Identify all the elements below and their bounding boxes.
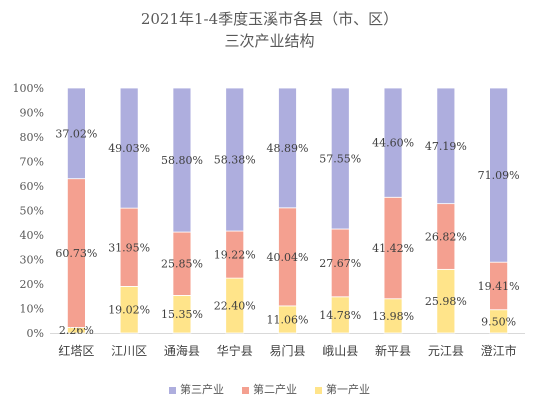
data-label: 19.02% — [108, 304, 150, 317]
data-label: 37.02% — [55, 127, 97, 140]
data-label: 48.89% — [267, 142, 309, 155]
bar-segment-3 — [436, 87, 456, 205]
y-tick-label: 50% — [20, 205, 44, 218]
y-tick-label: 60% — [20, 180, 44, 193]
legend-label: 第一产业 — [326, 383, 370, 396]
x-tick-label: 华宁县 — [217, 343, 253, 358]
data-label: 9.50% — [481, 315, 516, 328]
data-label: 40.04% — [267, 251, 309, 264]
data-label: 19.41% — [478, 280, 520, 293]
data-label: 22.40% — [214, 300, 256, 313]
data-label: 44.60% — [372, 137, 414, 150]
legend-item: 第三产业 — [169, 381, 224, 397]
data-label: 41.42% — [372, 242, 414, 255]
y-tick-label: 30% — [20, 254, 44, 267]
data-label: 58.80% — [161, 154, 203, 167]
data-label: 71.09% — [478, 169, 520, 182]
bar-segment-3 — [383, 87, 403, 198]
y-tick-label: 10% — [20, 303, 44, 316]
y-tick-label: 20% — [20, 278, 44, 291]
bar-segment-3 — [225, 87, 245, 232]
bar-segment-3 — [489, 87, 509, 263]
y-tick-label: 0% — [27, 327, 44, 340]
y-tick-label: 80% — [20, 131, 44, 144]
data-label: 25.98% — [425, 295, 467, 308]
x-tick-label: 红塔区 — [58, 343, 94, 358]
legend-item: 第一产业 — [315, 381, 370, 397]
legend-label: 第三产业 — [180, 383, 224, 396]
bar-segment-3 — [278, 87, 297, 209]
y-tick-label: 40% — [20, 229, 44, 242]
y-tick-label: 90% — [20, 107, 44, 120]
data-label: 60.73% — [55, 247, 97, 260]
data-label: 49.03% — [108, 142, 150, 155]
legend-swatch — [169, 386, 176, 394]
data-label: 13.98% — [372, 310, 414, 323]
x-tick-label: 元江县 — [428, 344, 464, 358]
data-label: 57.55% — [319, 152, 361, 165]
data-label: 25.85% — [161, 258, 203, 271]
chart-legend: 第三产业 第二产业 第一产业 — [0, 381, 539, 397]
bar-segment-3 — [119, 87, 139, 209]
chart-subtitle: 三次产业结构 — [224, 32, 315, 50]
data-label: 11.06% — [267, 313, 309, 326]
data-label: 27.67% — [319, 257, 361, 270]
data-label: 26.82% — [425, 230, 467, 243]
data-label: 47.19% — [425, 140, 467, 153]
bar-segment-3 — [172, 87, 192, 233]
bar-segment-3 — [66, 87, 86, 180]
legend-label: 第二产业 — [253, 383, 297, 396]
y-tick-label: 100% — [13, 82, 44, 95]
data-label: 14.78% — [319, 309, 361, 322]
chart-title: 2021年1-4季度玉溪市各县（市、区） — [140, 10, 399, 28]
legend-swatch — [242, 386, 249, 394]
bar-segment-3 — [330, 87, 350, 230]
x-tick-label: 易门县 — [269, 343, 305, 358]
x-tick-label: 峨山县 — [322, 344, 358, 358]
data-label: 58.38% — [214, 154, 256, 167]
data-label: 19.22% — [214, 249, 256, 262]
x-tick-label: 澄江市 — [481, 343, 517, 358]
data-label: 31.95% — [108, 241, 150, 254]
x-tick-label: 江川区 — [111, 344, 147, 358]
data-label: 15.35% — [161, 308, 203, 321]
y-tick-label: 70% — [20, 156, 44, 169]
legend-item: 第二产业 — [242, 381, 297, 397]
x-tick-label: 通海县 — [164, 343, 200, 358]
legend-swatch — [315, 386, 322, 394]
x-tick-label: 新平县 — [375, 343, 411, 358]
